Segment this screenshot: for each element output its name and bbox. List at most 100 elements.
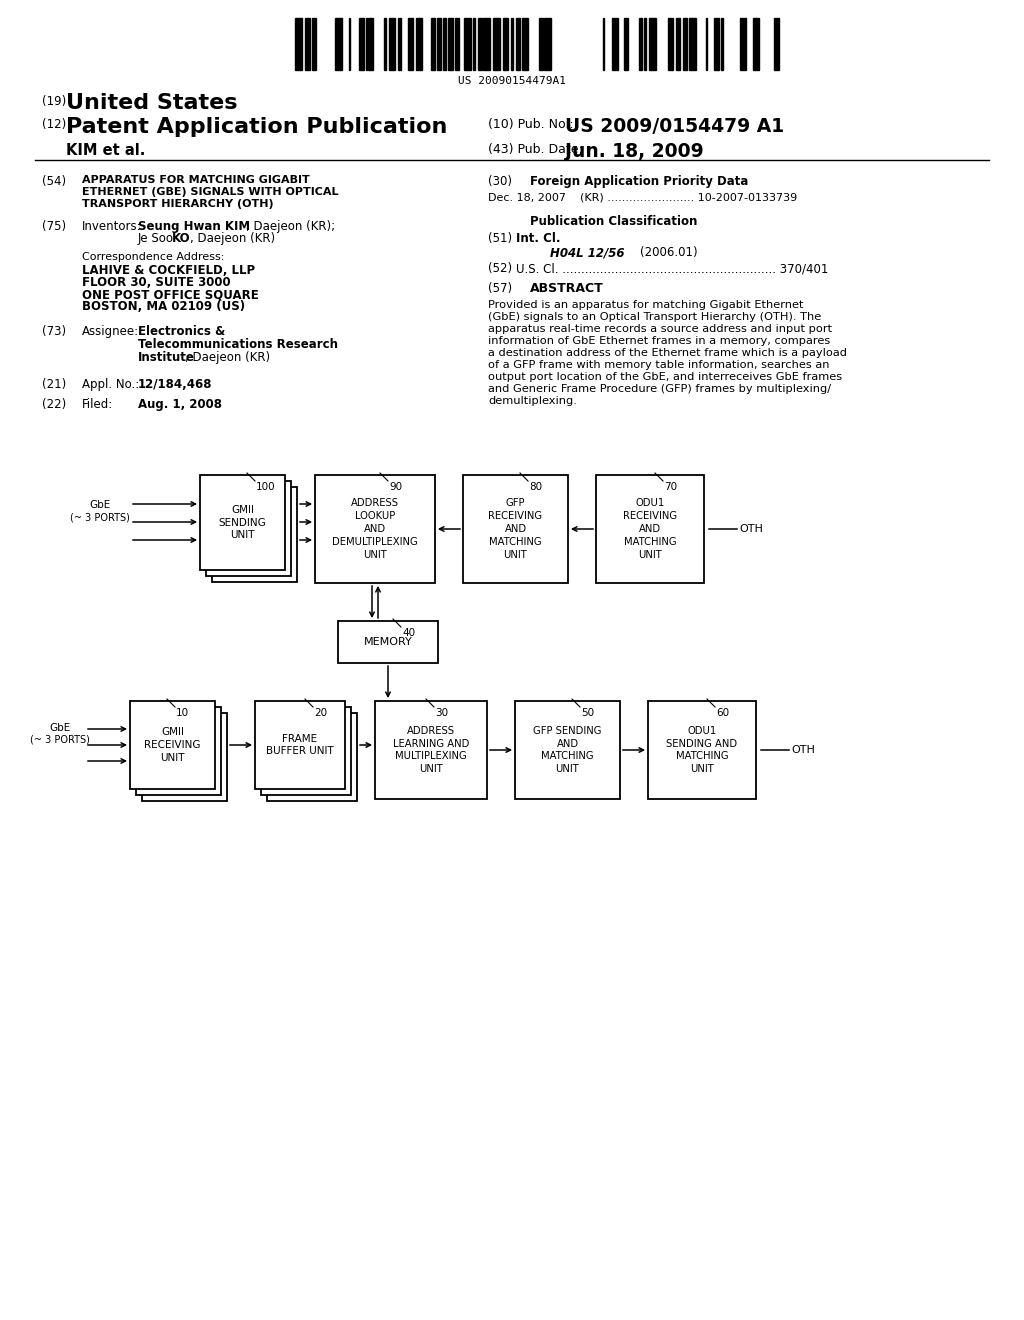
Text: Publication Classification: Publication Classification [530, 215, 697, 228]
Text: demultiplexing.: demultiplexing. [488, 396, 577, 407]
Bar [515, 701, 620, 799]
Bar [774, 18, 779, 70]
Text: a destination address of the Ethernet frame which is a payload: a destination address of the Ethernet fr… [488, 348, 847, 358]
Text: ETHERNET (GBE) SIGNALS WITH OPTICAL: ETHERNET (GBE) SIGNALS WITH OPTICAL [82, 187, 339, 197]
Text: Foreign Application Priority Data: Foreign Application Priority Data [530, 176, 749, 187]
Bar [483, 18, 490, 70]
Text: ADDRESS
LOOKUP
AND
DEMULTIPLEXING
UNIT: ADDRESS LOOKUP AND DEMULTIPLEXING UNIT [332, 499, 418, 560]
Text: (22): (22) [42, 399, 67, 411]
Bar [142, 713, 227, 801]
Text: Dec. 18, 2007    (KR) ........................ 10-2007-0133739: Dec. 18, 2007 (KR) .....................… [488, 191, 798, 202]
Text: Correspondence Address:: Correspondence Address: [82, 252, 224, 261]
Text: Filed:: Filed: [82, 399, 114, 411]
Text: US 20090154479A1: US 20090154479A1 [458, 77, 566, 86]
Bar [359, 18, 364, 70]
Text: Seung Hwan KIM: Seung Hwan KIM [138, 220, 250, 234]
Text: H04L 12/56: H04L 12/56 [550, 246, 625, 259]
Text: Jun. 18, 2009: Jun. 18, 2009 [565, 143, 703, 161]
Text: ABSTRACT: ABSTRACT [530, 282, 604, 294]
Text: (~ 3 PORTS): (~ 3 PORTS) [70, 512, 130, 521]
Text: (12): (12) [42, 117, 67, 131]
Text: 100: 100 [256, 482, 275, 492]
Bar [295, 18, 302, 70]
Bar [639, 18, 642, 70]
Bar [740, 18, 746, 70]
Text: (10) Pub. No.:: (10) Pub. No.: [488, 117, 573, 131]
Text: GbE: GbE [89, 500, 111, 510]
Text: US 2009/0154479 A1: US 2009/0154479 A1 [565, 117, 784, 136]
Text: Je Soo: Je Soo [138, 232, 178, 246]
Bar [398, 18, 401, 70]
Text: Aug. 1, 2008: Aug. 1, 2008 [138, 399, 222, 411]
Bar [516, 18, 520, 70]
Text: (75): (75) [42, 220, 67, 234]
Bar [714, 18, 719, 70]
Bar [455, 18, 459, 70]
Text: Appl. No.:: Appl. No.: [82, 378, 139, 391]
Text: (73): (73) [42, 325, 67, 338]
Bar [416, 18, 422, 70]
Text: (54): (54) [42, 176, 67, 187]
Text: 80: 80 [529, 482, 542, 492]
Bar [315, 475, 435, 583]
Text: 70: 70 [664, 482, 677, 492]
Bar [437, 18, 441, 70]
Text: (19): (19) [42, 95, 67, 108]
Text: (57): (57) [488, 282, 512, 294]
Bar [753, 18, 759, 70]
Bar [463, 475, 568, 583]
Text: 40: 40 [402, 628, 415, 638]
Text: 30: 30 [435, 708, 449, 718]
Bar [644, 18, 646, 70]
Bar [478, 18, 482, 70]
Text: United States: United States [66, 92, 238, 114]
Text: 12/184,468: 12/184,468 [138, 378, 213, 391]
Text: ODU1
RECEIVING
AND
MATCHING
UNIT: ODU1 RECEIVING AND MATCHING UNIT [623, 499, 677, 560]
Bar [200, 475, 285, 570]
Text: apparatus real-time records a source address and input port: apparatus real-time records a source add… [488, 323, 833, 334]
Text: Int. Cl.: Int. Cl. [516, 232, 560, 246]
Text: (2006.01): (2006.01) [640, 246, 697, 259]
Bar [624, 18, 628, 70]
Text: (30): (30) [488, 176, 512, 187]
Bar [473, 18, 475, 70]
Text: (43) Pub. Date:: (43) Pub. Date: [488, 143, 583, 156]
Bar [389, 18, 395, 70]
Bar [464, 18, 471, 70]
Text: OTH: OTH [739, 524, 763, 535]
Bar [368, 18, 373, 70]
Bar [522, 18, 528, 70]
Bar [408, 18, 413, 70]
Text: 20: 20 [314, 708, 327, 718]
Text: Electronics &: Electronics & [138, 325, 225, 338]
Bar [493, 18, 500, 70]
Text: MEMORY: MEMORY [364, 638, 413, 647]
Text: KIM et al.: KIM et al. [66, 143, 145, 158]
Bar [267, 713, 357, 801]
Text: TRANSPORT HIERARCHY (OTH): TRANSPORT HIERARCHY (OTH) [82, 199, 273, 209]
Text: GbE: GbE [49, 723, 71, 733]
Bar [255, 701, 345, 789]
Bar [676, 18, 680, 70]
Text: Telecommunications Research: Telecommunications Research [138, 338, 338, 351]
Text: FLOOR 30, SUITE 3000: FLOOR 30, SUITE 3000 [82, 276, 230, 289]
Text: Inventors:: Inventors: [82, 220, 141, 234]
Text: GFP SENDING
AND
MATCHING
UNIT: GFP SENDING AND MATCHING UNIT [534, 726, 602, 775]
Text: ODU1
SENDING AND
MATCHING
UNIT: ODU1 SENDING AND MATCHING UNIT [667, 726, 737, 775]
Bar [721, 18, 723, 70]
Text: GFP
RECEIVING
AND
MATCHING
UNIT: GFP RECEIVING AND MATCHING UNIT [488, 499, 543, 560]
Bar [443, 18, 446, 70]
Text: BOSTON, MA 02109 (US): BOSTON, MA 02109 (US) [82, 300, 245, 313]
Text: , Daejeon (KR): , Daejeon (KR) [185, 351, 270, 364]
Text: , Daejeon (KR);: , Daejeon (KR); [246, 220, 335, 234]
Bar [261, 708, 351, 795]
Bar [544, 18, 551, 70]
Text: Provided is an apparatus for matching Gigabit Ethernet: Provided is an apparatus for matching Gi… [488, 300, 804, 310]
Text: Patent Application Publication: Patent Application Publication [66, 117, 447, 137]
Text: (51): (51) [488, 232, 512, 246]
Text: OTH: OTH [791, 744, 815, 755]
Text: 50: 50 [581, 708, 594, 718]
Bar [668, 18, 673, 70]
Text: Institute: Institute [138, 351, 195, 364]
Bar [648, 701, 756, 799]
